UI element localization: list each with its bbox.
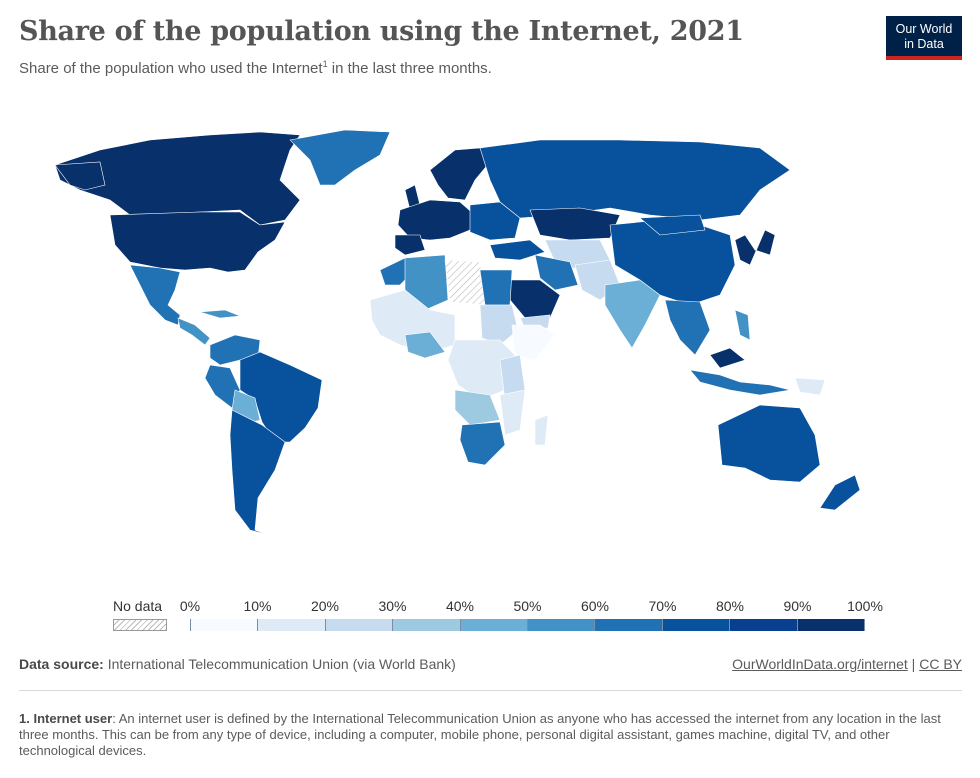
owid-internet-link[interactable]: OurWorldInData.org/internet	[732, 656, 908, 672]
country-india[interactable]	[604, 279, 661, 349]
legend-tick-label: 10%	[243, 598, 272, 614]
license-link[interactable]: CC BY	[919, 656, 962, 672]
country-southeast-asia[interactable]	[664, 299, 711, 356]
country-malaysia[interactable]	[709, 347, 746, 369]
legend-bin-1[interactable]	[258, 619, 326, 631]
footnote-marker[interactable]: 1	[322, 59, 328, 69]
country-western-europe[interactable]	[397, 199, 476, 241]
footnote: 1. Internet user: An internet user is de…	[19, 711, 949, 759]
legend-tick-label: 30%	[378, 598, 407, 614]
footnote-text: : An internet user is defined by the Int…	[19, 711, 941, 758]
country-libya[interactable]	[444, 259, 486, 306]
country-alaska[interactable]	[54, 161, 106, 191]
data-source-text: International Telecommunication Union (v…	[103, 656, 456, 672]
country-iran[interactable]	[534, 254, 579, 291]
legend-tick-label: 40%	[445, 598, 475, 614]
owid-logo[interactable]: Our World in Data	[886, 16, 962, 60]
legend-bin-5[interactable]	[528, 619, 596, 631]
country-philippines[interactable]	[734, 309, 751, 341]
legend-bin-9[interactable]	[797, 619, 866, 631]
country-cuba[interactable]	[199, 309, 241, 319]
data-source: Data source: International Telecommunica…	[19, 656, 456, 672]
country-new-zealand[interactable]	[819, 474, 861, 511]
country-mexico[interactable]	[129, 264, 181, 326]
country-korea-japan[interactable]	[734, 229, 776, 266]
country-ethiopia-somalia[interactable]	[511, 324, 556, 361]
logo-line2: in Data	[904, 37, 944, 51]
legend-tick-label: 0%	[179, 598, 201, 614]
country-papua[interactable]	[794, 377, 826, 396]
footer-divider	[19, 690, 962, 691]
country-usa[interactable]	[109, 211, 286, 273]
country-turkey[interactable]	[489, 239, 546, 261]
link-separator: |	[907, 656, 920, 672]
legend-bin-0[interactable]	[190, 619, 259, 631]
legend-bin-6[interactable]	[595, 619, 663, 631]
legend-tick-label: 100%	[847, 598, 883, 614]
data-source-label: Data source:	[19, 656, 104, 672]
country-greenland[interactable]	[289, 129, 391, 186]
country-canada[interactable]	[54, 131, 301, 226]
legend-tick-label: 80%	[715, 598, 745, 614]
country-madagascar[interactable]	[534, 414, 549, 446]
subtitle-text: Share of the population who used the Int…	[19, 60, 323, 77]
country-iberia[interactable]	[394, 234, 426, 256]
subtitle-end: in the last three months.	[327, 60, 492, 77]
legend-tick-label: 60%	[580, 598, 610, 614]
world-map[interactable]	[0, 90, 980, 590]
chart-subtitle: Share of the population who used the Int…	[19, 59, 492, 77]
country-south-africa[interactable]	[459, 421, 506, 466]
legend-tick-label: 50%	[513, 598, 542, 614]
country-central-africa[interactable]	[447, 339, 516, 401]
footnote-label: 1. Internet user	[19, 711, 113, 726]
country-argentina-chile[interactable]	[229, 409, 286, 536]
legend-bin-3[interactable]	[393, 619, 461, 631]
country-kazakhstan[interactable]	[529, 207, 621, 241]
footer-links: OurWorldInData.org/internet | CC BY	[732, 656, 962, 672]
country-nigeria-ghana[interactable]	[404, 331, 446, 359]
legend-bin-8[interactable]	[730, 619, 798, 631]
legend-bin-4[interactable]	[460, 619, 529, 631]
country-scandinavia[interactable]	[429, 147, 491, 201]
legend-bin-2[interactable]	[325, 619, 394, 631]
country-egypt[interactable]	[479, 269, 513, 306]
country-angola-zambia[interactable]	[454, 389, 501, 426]
country-russia[interactable]	[479, 139, 791, 221]
country-mozambique[interactable]	[499, 389, 526, 436]
country-australia[interactable]	[717, 404, 821, 483]
chart-title: Share of the population using the Intern…	[19, 16, 744, 47]
country-algeria[interactable]	[404, 254, 449, 311]
legend-no-data-swatch[interactable]	[113, 619, 167, 631]
logo-line1: Our World	[895, 22, 953, 36]
legend-tick-label: 70%	[648, 598, 677, 614]
country-mongolia[interactable]	[639, 214, 706, 236]
legend-tick-label: 20%	[310, 598, 340, 614]
country-sudan[interactable]	[479, 304, 519, 346]
country-central-america[interactable]	[177, 317, 211, 346]
legend-tick-label: 90%	[783, 598, 812, 614]
legend-color-scale[interactable]	[190, 619, 866, 631]
legend-bin-7[interactable]	[662, 619, 731, 631]
legend-no-data-label: No data	[113, 598, 163, 614]
country-indonesia[interactable]	[689, 369, 791, 396]
